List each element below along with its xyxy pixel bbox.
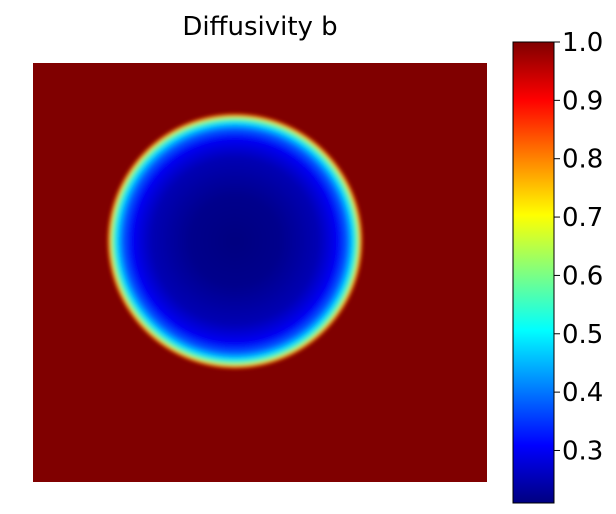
colorbar-tick-label: 0.6: [562, 261, 603, 291]
colorbar-tick-label: 0.8: [562, 145, 603, 175]
colorbar-tick-label: 1.0: [562, 28, 603, 58]
low-diffusivity-disk: [107, 113, 363, 369]
colorbar-tick-label: 0.9: [562, 86, 603, 116]
colorbar-tick-label: 0.3: [562, 436, 603, 466]
colorbar-tick-label: 0.7: [562, 203, 603, 233]
colorbar-frame: [512, 41, 555, 504]
colorbar: 0.3 0.4 0.5 0.6 0.7 0.8 0.9 1.0: [512, 28, 603, 504]
colorbar-ticks: 0.3 0.4 0.5 0.6 0.7 0.8 0.9 1.0: [554, 28, 603, 466]
colorbar-tick-label: 0.5: [562, 320, 603, 350]
colorbar-gradient: [513, 42, 554, 503]
heatmap-plot: [33, 63, 487, 482]
chart-title: Diffusivity b: [182, 12, 337, 42]
colorbar-tick-label: 0.4: [562, 378, 603, 408]
